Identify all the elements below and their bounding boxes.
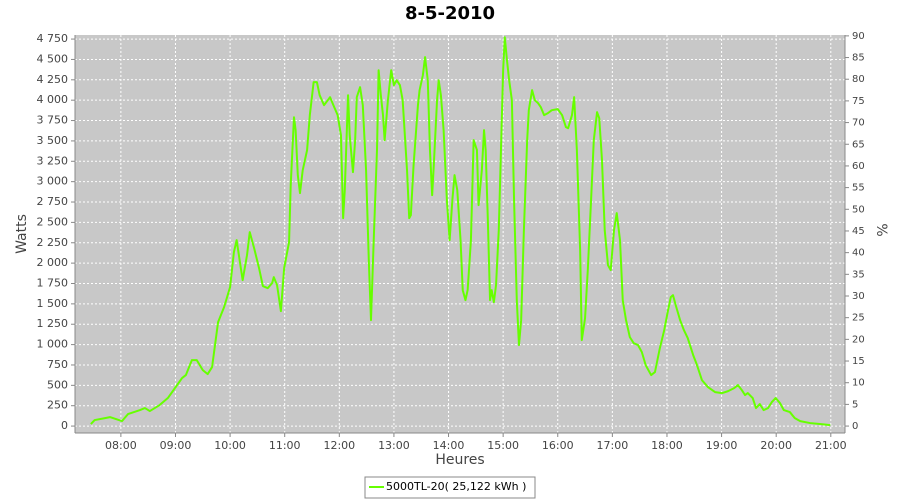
y-tick-label: 4 250 [37, 73, 69, 86]
legend [364, 476, 536, 499]
x-axis-label: Heures [435, 452, 484, 468]
x-tick-label: 20:00 [760, 439, 792, 452]
y-axis-label: Watts [14, 214, 30, 254]
y-tick-label: 3 500 [37, 134, 69, 147]
x-tick-label: 16:00 [542, 439, 574, 452]
y2-tick-label: 40 [852, 248, 865, 259]
y-tick-label: 1 000 [37, 338, 69, 351]
chart-title: 8-5-2010 [405, 3, 495, 24]
y-tick-label: 4 750 [37, 32, 69, 45]
x-tick-label: 17:00 [597, 439, 629, 452]
y2-tick-label: 45 [852, 226, 865, 237]
y-tick-label: 3 750 [37, 114, 69, 127]
y2-tick-label: 5 [852, 399, 858, 410]
y2-tick-label: 80 [852, 74, 865, 85]
x-tick-label: 11:00 [269, 439, 301, 452]
y-tick-label: 1 500 [37, 297, 69, 310]
series-line [90, 36, 831, 427]
y-tick-label: 1 250 [37, 317, 69, 330]
y-tick-label: 500 [47, 378, 68, 391]
x-tick-label: 15:00 [487, 439, 519, 452]
x-tick-label: 08:00 [105, 439, 137, 452]
x-tick-label: 21:00 [815, 439, 847, 452]
y-tick-label: 0 [61, 419, 68, 432]
y-tick-label: 250 [47, 399, 68, 412]
y-tick-label: 2 000 [37, 256, 69, 269]
y-tick-label: 3 000 [37, 175, 69, 188]
y2-tick-label: 0 [852, 421, 858, 432]
y2-tick-label: 20 [852, 334, 865, 345]
y2-tick-label: 55 [852, 183, 865, 194]
x-tick-label: 19:00 [706, 439, 738, 452]
y-tick-label: 1 750 [37, 276, 69, 289]
x-tick-label: 09:00 [160, 439, 192, 452]
y2-tick-label: 90 [852, 31, 865, 42]
y2-tick-label: 30 [852, 291, 865, 302]
y2-tick-label: 15 [852, 356, 865, 367]
y2-tick-label: 75 [852, 96, 865, 107]
y2-tick-label: 50 [852, 204, 865, 215]
y-tick-label: 2 750 [37, 195, 69, 208]
y2-tick-label: 25 [852, 313, 865, 324]
y2-tick-label: 70 [852, 118, 865, 129]
legend-label: 5000TL-20( 25,122 kWh ) [386, 480, 526, 493]
y2-axis-label: % [873, 223, 889, 236]
y2-tick-label: 85 [852, 53, 865, 64]
x-tick-label: 10:00 [214, 439, 246, 452]
x-tick-label: 13:00 [378, 439, 410, 452]
y-tick-label: 2 500 [37, 215, 69, 228]
x-tick-label: 12:00 [323, 439, 355, 452]
y2-tick-label: 60 [852, 161, 865, 172]
y-tick-label: 4 000 [37, 93, 69, 106]
x-tick-label: 18:00 [651, 439, 683, 452]
x-tick-label: 14:00 [433, 439, 465, 452]
y2-tick-label: 35 [852, 269, 865, 280]
y-tick-label: 750 [47, 358, 68, 371]
y-tick-label: 3 250 [37, 154, 69, 167]
y-tick-label: 4 500 [37, 52, 69, 65]
y2-tick-label: 10 [852, 378, 865, 389]
y2-tick-label: 65 [852, 139, 865, 150]
y-tick-label: 2 250 [37, 236, 69, 249]
